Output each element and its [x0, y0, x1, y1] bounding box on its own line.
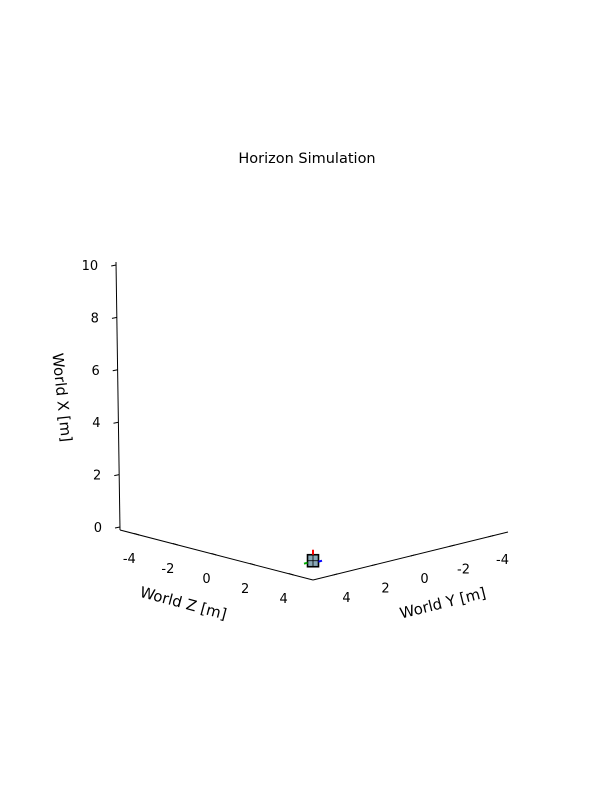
- z-tick: [134, 533, 140, 536]
- vehicle-frame-y-axis: [303, 561, 308, 565]
- x-tick-label: 6: [91, 364, 99, 379]
- x-tick-label: 2: [93, 469, 101, 484]
- y-tick: [449, 544, 455, 547]
- y-tick: [371, 563, 377, 567]
- x-axis-label: World X [m]: [48, 352, 75, 443]
- x-tick-label: 10: [82, 259, 99, 274]
- z-tick-label: -2: [161, 562, 174, 577]
- x-axis-ticks: 0 2 4 6 8 10: [82, 259, 121, 536]
- chart-title: Horizon Simulation: [238, 151, 375, 167]
- axis-lines: [115, 261, 509, 581]
- vehicle-frame-z-axis: [318, 559, 323, 563]
- x-tick-label: 0: [94, 521, 102, 536]
- y-tick: [488, 535, 494, 538]
- y-tick: [332, 573, 338, 576]
- z-axis-ticks: -4 -2 0 2 4: [123, 533, 294, 607]
- x-tick: [112, 369, 118, 372]
- y-tick-label: -2: [457, 562, 470, 577]
- y-axis-label: World Y [m]: [398, 584, 488, 623]
- z-tick-label: 2: [241, 582, 249, 597]
- z-tick-label: 0: [202, 572, 210, 587]
- z-tick-label: 4: [280, 592, 288, 607]
- z-tick: [288, 573, 294, 576]
- z-tick: [172, 543, 179, 546]
- z-tick-label: -4: [123, 552, 136, 567]
- x-tick: [114, 474, 120, 477]
- x-tick-label: 4: [92, 416, 100, 431]
- y-tick-label: 4: [342, 591, 350, 606]
- x-tick: [114, 526, 121, 529]
- y-tick-label: 2: [381, 582, 389, 597]
- vehicle-marker: [303, 549, 323, 568]
- z-tick: [211, 553, 217, 556]
- y-tick-label: -4: [496, 553, 509, 568]
- x-axis-line: [115, 261, 121, 531]
- x-tick-label: 8: [91, 311, 99, 326]
- x-tick: [111, 264, 117, 267]
- y-tick-label: 0: [420, 572, 428, 587]
- x-tick: [111, 316, 118, 319]
- z-axis-label: World Z [m]: [138, 583, 229, 623]
- z-tick: [249, 563, 256, 566]
- y-axis-ticks: 4 2 0 -2 -4: [332, 535, 509, 606]
- x-tick: [113, 421, 119, 424]
- y-tick: [410, 554, 416, 557]
